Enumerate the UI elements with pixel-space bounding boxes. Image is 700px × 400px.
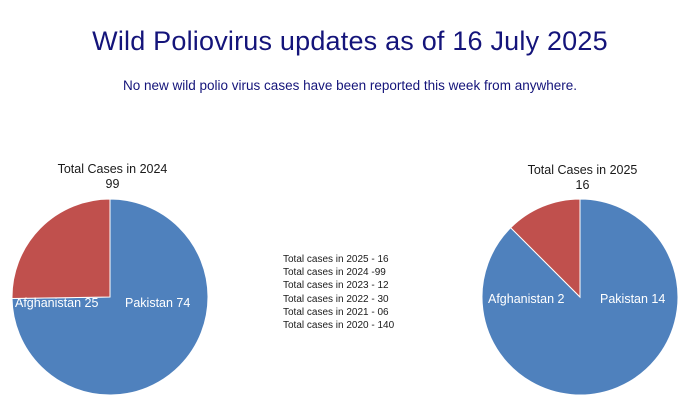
pie-2025-caption: Total Cases in 2025 16 (510, 163, 655, 193)
yearly-total-2022: Total cases in 2022 - 30 (283, 293, 389, 305)
pie-2024-caption: Total Cases in 2024 99 (40, 162, 185, 192)
pie-chart-2025: Pakistan 14 Afghanistan 2 (481, 198, 679, 396)
yearly-total-2023: Total cases in 2023 - 12 (283, 280, 389, 292)
pie-2024-total: 99 (105, 177, 120, 191)
pie-2025-title: Total Cases in 2025 (527, 163, 638, 177)
yearly-total-2025: Total cases in 2025 - 16 (283, 254, 389, 265)
pie-2024-slice-pakistan (11, 198, 209, 396)
pie-2025-label-pakistan: Pakistan 14 (600, 292, 665, 306)
pie-2024-slice-afghanistan (11, 198, 111, 300)
yearly-total-2024: Total cases in 2024 -99 (283, 267, 386, 279)
pie-2025-total: 16 (575, 178, 590, 192)
pie-2024-title: Total Cases in 2024 (57, 162, 168, 176)
pie-2024-label-pakistan: Pakistan 74 (125, 296, 190, 310)
yearly-total-2020: Total cases in 2020 - 140 (283, 320, 395, 332)
pie-chart-2024: Pakistan 74 Afghanistan 25 (11, 198, 209, 396)
pie-2025-slice-afghanistan (509, 198, 581, 299)
page-title: Wild Poliovirus updates as of 16 July 20… (92, 26, 608, 56)
pie-2024-label-afghanistan: Afghanistan 25 (15, 296, 98, 310)
yearly-totals-list: Total cases in 2025 - 16 Total cases in … (283, 253, 394, 332)
yearly-total-2021: Total cases in 2021 - 06 (283, 306, 389, 318)
page-subtitle: No new wild polio virus cases have been … (123, 78, 577, 93)
pie-2025-label-afghanistan: Afghanistan 2 (488, 292, 564, 306)
